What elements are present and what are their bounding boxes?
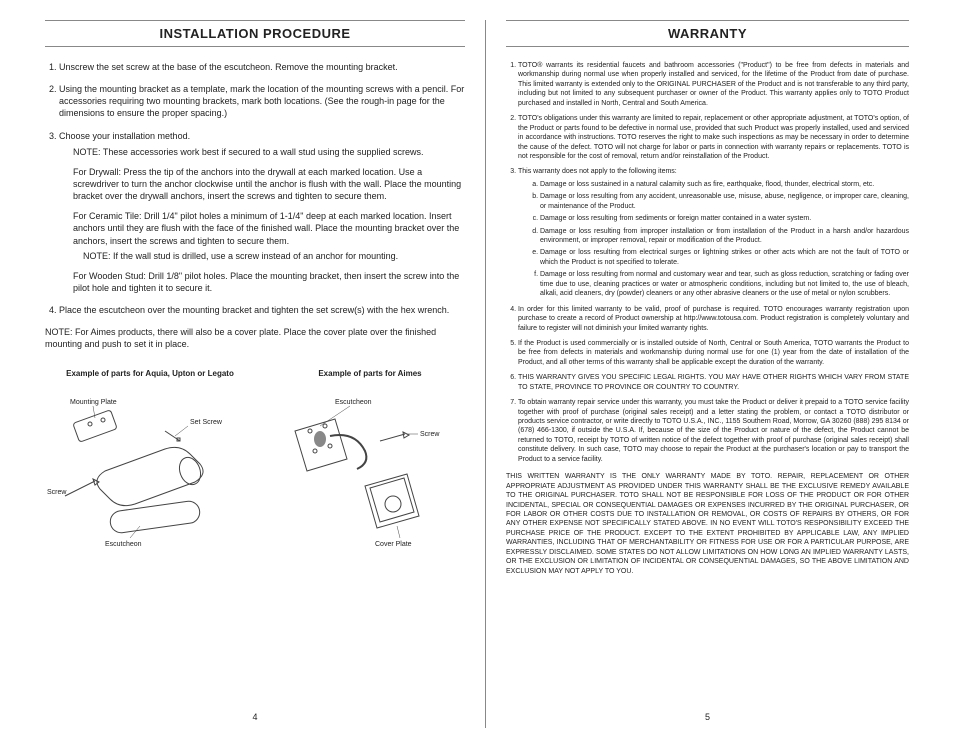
warranty-2: TOTO's obligations under this warranty a… [518, 114, 909, 161]
warranty-caps-block: THIS WRITTEN WARRANTY IS THE ONLY WARRAN… [506, 472, 909, 576]
warranty-3e: Damage or loss resulting from electrical… [540, 248, 909, 267]
diagram-aimes-title: Example of parts for Aimes [275, 369, 465, 379]
warranty-3f: Damage or loss resulting from normal and… [540, 270, 909, 298]
label-set-screw: Set Screw [190, 419, 223, 426]
installation-title: INSTALLATION PROCEDURE [45, 20, 465, 47]
page-num-right: 5 [491, 712, 924, 722]
label-screw-2: Screw [420, 431, 440, 438]
step-3-ceramic-note: NOTE: If the wall stud is drilled, use a… [83, 250, 465, 262]
warranty-7: To obtain warranty repair service under … [518, 398, 909, 464]
step-1: Unscrew the set screw at the base of the… [59, 61, 465, 73]
label-mounting-plate: Mounting Plate [70, 399, 117, 406]
center-divider [485, 20, 486, 728]
step-4: Place the escutcheon over the mounting b… [59, 304, 465, 316]
label-escutcheon: Escutcheon [105, 541, 142, 548]
step-3: Choose your installation method. NOTE: T… [59, 130, 465, 295]
warranty-3d: Damage or loss resulting from improper i… [540, 227, 909, 246]
right-page: WARRANTY TOTO® warrants its residential … [491, 20, 924, 728]
warranty-4: In order for this limited warranty to be… [518, 305, 909, 333]
step-3-intro: Choose your installation method. [59, 131, 190, 141]
diagram-aimes: Example of parts for Aimes [275, 369, 465, 557]
label-escutcheon-2: Escutcheon [335, 399, 372, 406]
warranty-3a: Damage or loss sustained in a natural ca… [540, 180, 909, 189]
page-spread: INSTALLATION PROCEDURE Unscrew the set s… [0, 0, 954, 738]
warranty-1: TOTO® warrants its residential faucets a… [518, 61, 909, 108]
diagram-legato: Example of parts for Aquia, Upton or Leg… [45, 369, 255, 557]
step-3-ceramic: For Ceramic Tile: Drill 1/4" pilot holes… [73, 210, 465, 262]
left-page: INSTALLATION PROCEDURE Unscrew the set s… [30, 20, 480, 728]
step-3-wood: For Wooden Stud: Drill 1/8" pilot holes.… [73, 270, 465, 294]
step-3-drywall: For Drywall: Press the tip of the anchor… [73, 166, 465, 202]
step-2: Using the mounting bracket as a template… [59, 83, 465, 119]
warranty-3c: Damage or loss resulting from sediments … [540, 214, 909, 223]
warranty-6: THIS WARRANTY GIVES YOU SPECIFIC LEGAL R… [518, 373, 909, 392]
installation-body: Unscrew the set screw at the base of the… [45, 61, 465, 351]
warranty-3b: Damage or loss resulting from any accide… [540, 192, 909, 211]
diagram-legato-title: Example of parts for Aquia, Upton or Leg… [45, 369, 255, 379]
warranty-5: If the Product is used commercially or i… [518, 339, 909, 367]
step-3-note: NOTE: These accessories work best if sec… [73, 146, 465, 158]
label-cover-plate: Cover Plate [375, 541, 412, 548]
final-note: NOTE: For Aimes products, there will als… [45, 326, 465, 350]
step-3-ceramic-text: For Ceramic Tile: Drill 1/4" pilot holes… [73, 211, 459, 245]
label-screw: Screw [47, 489, 67, 496]
warranty-3: This warranty does not apply to the foll… [518, 167, 909, 298]
warranty-3-intro: This warranty does not apply to the foll… [518, 168, 677, 175]
warranty-title: WARRANTY [506, 20, 909, 47]
page-num-left: 4 [30, 712, 480, 722]
diagram-aimes-svg: Escutcheon Screw Cover Plate [275, 386, 465, 556]
diagram-area: Example of parts for Aquia, Upton or Leg… [45, 369, 465, 557]
diagram-legato-svg: Mounting Plate Set Screw Screw Escutcheo… [45, 386, 255, 556]
warranty-list: TOTO® warrants its residential faucets a… [506, 61, 909, 464]
